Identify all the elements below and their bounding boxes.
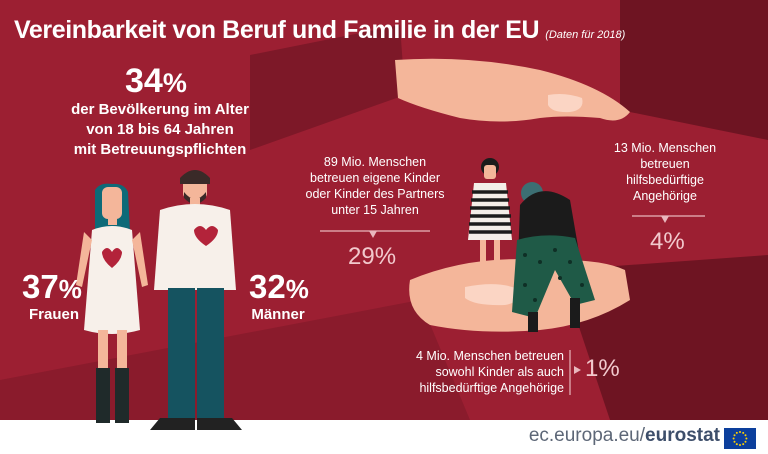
- population-line-2: von 18 bis 64 Jahren: [86, 121, 234, 138]
- population-value: 34: [125, 62, 163, 100]
- children-care-text: 89 Mio. Menschen betreuen eigene Kinder …: [300, 154, 450, 218]
- both-care-percent: 1%: [585, 355, 620, 382]
- women-value: 37: [22, 268, 59, 305]
- pointer-triangle-children: [369, 231, 377, 238]
- population-unit: %: [162, 68, 187, 98]
- relatives-line-4: Angehörige: [633, 189, 697, 203]
- population-percent: 34%: [125, 62, 187, 101]
- children-line-2: betreuen eigene Kinder: [310, 171, 440, 185]
- title-text: Vereinbarkeit von Beruf und Familie in d…: [14, 16, 540, 44]
- woman-figure: [76, 183, 148, 423]
- footer-site: ec.europa.eu/: [528, 425, 646, 446]
- children-line-3: oder Kinder des Partners: [305, 187, 445, 201]
- eu-flag-icon: [724, 428, 756, 449]
- both-line-1: 4 Mio. Menschen betreuen: [415, 349, 564, 363]
- elderly-figure: [512, 182, 595, 332]
- both-care-text: 4 Mio. Menschen betreuen sowohl Kinder a…: [392, 348, 564, 396]
- men-unit: %: [285, 274, 309, 304]
- children-line-1: 89 Mio. Menschen: [323, 155, 427, 169]
- relatives-line-2: betreuen: [640, 157, 690, 171]
- relatives-care-percent: 4%: [650, 228, 685, 255]
- women-percent: 37%: [22, 268, 82, 306]
- both-line-2: sowohl Kinder als auch: [435, 365, 564, 379]
- relatives-care-text: 13 Mio. Menschen betreuen hilfsbedürftig…: [600, 140, 730, 204]
- eu-stars-icon: [732, 431, 748, 446]
- women-unit: %: [58, 274, 82, 304]
- relatives-line-1: 13 Mio. Menschen: [613, 141, 717, 155]
- women-label: Frauen: [28, 306, 79, 323]
- page-title: Vereinbarkeit von Beruf und Familie in d…: [14, 16, 625, 45]
- footer-link[interactable]: ec.europa.eu/eurostat: [529, 425, 720, 447]
- girl-figure: [468, 158, 512, 278]
- upper-hand-illustration: [395, 58, 630, 122]
- men-percent: 32%: [249, 268, 309, 306]
- men-label: Männer: [251, 306, 305, 323]
- man-figure: [150, 170, 242, 430]
- population-line-1: der Bevölkerung im Alter: [71, 101, 249, 118]
- pointer-triangle-relatives: [661, 216, 669, 223]
- population-description: der Bevölkerung im Alter von 18 bis 64 J…: [45, 100, 275, 160]
- population-line-3: mit Betreuungspflichten: [73, 141, 247, 158]
- relatives-line-3: hilfsbedürftige: [626, 173, 704, 187]
- footer-brand: eurostat: [645, 425, 720, 446]
- children-care-percent: 29%: [348, 243, 397, 270]
- dark-band-upper-left: [250, 25, 405, 150]
- children-line-4: unter 15 Jahren: [331, 203, 419, 217]
- both-line-3: hilfsbedürftige Angehörige: [419, 381, 564, 395]
- men-value: 32: [249, 268, 286, 305]
- dark-band-upper-right: [620, 0, 768, 140]
- subtitle-text: (Daten für 2018): [545, 29, 626, 41]
- pointer-triangle-both: [574, 366, 581, 374]
